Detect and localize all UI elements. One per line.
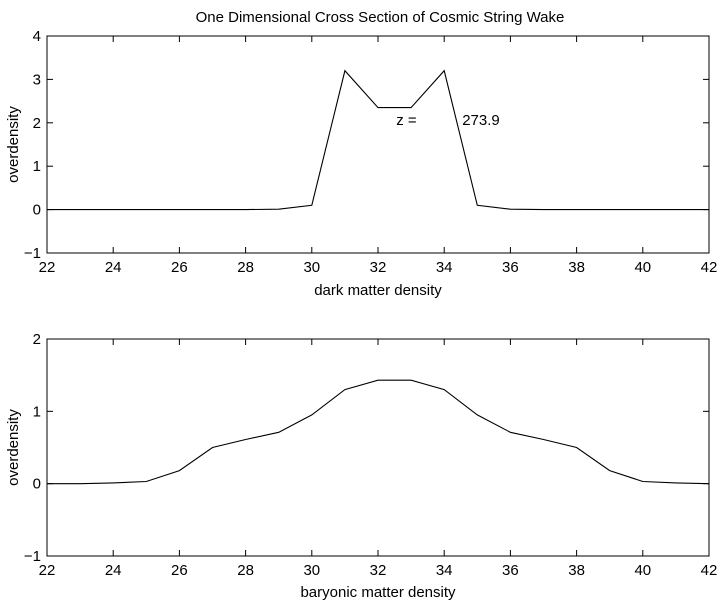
y-axis-label: overdensity xyxy=(5,409,22,486)
x-tick-label: 42 xyxy=(701,259,718,276)
series-line-dark-matter xyxy=(47,69,709,211)
x-tick-label: 28 xyxy=(237,259,254,276)
figure-title: One Dimensional Cross Section of Cosmic … xyxy=(196,9,565,26)
y-tick-label: −1 xyxy=(24,245,41,262)
x-tick-label: 22 xyxy=(39,259,56,276)
y-tick-label: 1 xyxy=(33,403,41,420)
y-tick-label: 0 xyxy=(33,476,41,493)
x-tick-label: 40 xyxy=(634,259,651,276)
y-axis-label: overdensity xyxy=(5,106,22,183)
y-tick-label: 1 xyxy=(33,158,41,175)
plot-frame xyxy=(46,35,710,254)
annotation-label: z = xyxy=(396,112,417,129)
x-tick-label: 24 xyxy=(105,259,122,276)
x-tick-label: 38 xyxy=(568,562,585,579)
x-axis-label: baryonic matter density xyxy=(300,584,456,601)
x-tick-label: 38 xyxy=(568,259,585,276)
x-tick-label: 26 xyxy=(171,259,188,276)
plot-frame xyxy=(46,338,710,557)
series-line-baryonic-matter xyxy=(47,379,710,485)
y-tick-label: 3 xyxy=(33,71,41,88)
x-tick-label: 28 xyxy=(237,562,254,579)
y-tick-label: 0 xyxy=(33,202,41,219)
x-tick-label: 34 xyxy=(436,259,453,276)
x-tick-label: 30 xyxy=(303,562,320,579)
x-tick-label: 34 xyxy=(436,562,453,579)
y-tick-label: 2 xyxy=(33,115,41,132)
x-tick-label: 36 xyxy=(502,562,519,579)
x-tick-label: 42 xyxy=(701,562,718,579)
x-tick-label: 30 xyxy=(303,259,320,276)
x-tick-label: 36 xyxy=(502,259,519,276)
x-tick-label: 32 xyxy=(370,562,387,579)
baryonic-matter-plot: 22 24 26 28 30 32 34 36 38 40 42 −1 0 1 2 baryonic matt… xyxy=(5,331,717,601)
y-tick-label: 2 xyxy=(33,331,41,348)
x-tick-label: 22 xyxy=(39,562,56,579)
annotation-value: 273.9 xyxy=(462,112,500,129)
x-tick-label: 26 xyxy=(171,562,188,579)
x-tick-label: 24 xyxy=(105,562,122,579)
x-axis-label: dark matter density xyxy=(314,282,442,299)
x-tick-label: 40 xyxy=(634,562,651,579)
y-tick-label: −1 xyxy=(24,548,41,565)
y-tick-label: 4 xyxy=(33,28,41,45)
x-tick-label: 32 xyxy=(370,259,387,276)
